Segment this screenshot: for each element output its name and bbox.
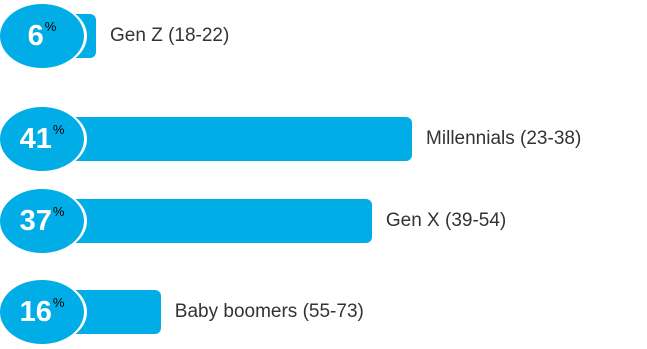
value-label: 41 <box>19 122 52 155</box>
percent-sign: % <box>44 18 57 34</box>
percent-sign: % <box>52 294 65 310</box>
value-label: 16 <box>19 295 52 328</box>
value-badge: 41% <box>0 107 84 171</box>
value-badge: 37% <box>0 189 84 253</box>
category-label: Baby boomers (55-73) <box>174 301 364 322</box>
value-label: 37 <box>19 204 52 237</box>
category-label: Millennials (23-38) <box>426 128 582 149</box>
bar <box>36 117 413 161</box>
bar-row: 41% Millennials (23-38) <box>0 107 647 171</box>
percent-sign: % <box>52 203 65 219</box>
bar <box>36 199 372 243</box>
value-label: 6 <box>27 19 44 52</box>
value-badge: 6% <box>0 4 84 68</box>
percent-sign: % <box>52 121 65 137</box>
value-badge: 16% <box>0 280 84 344</box>
category-label: Gen X (39-54) <box>385 210 507 231</box>
category-label: Gen Z (18-22) <box>110 25 230 46</box>
bar-row: 37% Gen X (39-54) <box>0 189 647 253</box>
bar-row: 6% Gen Z (18-22) <box>0 4 647 68</box>
bar-row: 16% Baby boomers (55-73) <box>0 280 647 344</box>
